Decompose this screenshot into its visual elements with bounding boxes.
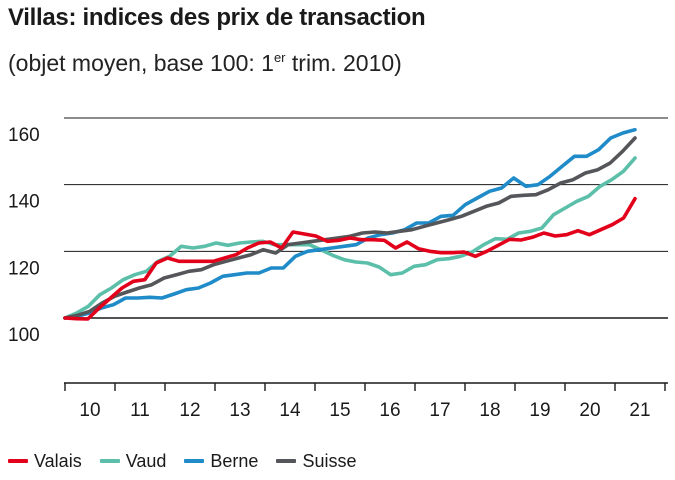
legend-swatch	[99, 459, 120, 463]
subtitle-superscript: er	[273, 50, 286, 65]
x-tick-label: 14	[279, 400, 301, 421]
legend-item-vaud: Vaud	[99, 450, 167, 472]
legend-item-valais: Valais	[8, 451, 82, 472]
legend-swatch	[276, 459, 297, 463]
legend-label: Valais	[34, 450, 82, 471]
legend-swatch	[8, 459, 28, 463]
legend-swatch	[184, 459, 205, 463]
y-tick-label: 140	[8, 192, 40, 213]
y-tick-label: 160	[8, 125, 40, 146]
x-tick-label: 20	[579, 400, 600, 421]
line-chart: 100 120 140 160 10 11 12 13 14 15 16 17 18 19 20 21	[8, 117, 668, 421]
legend-item-suisse: Suisse	[276, 451, 356, 472]
chart-title: Villas: indices des prix de transaction	[8, 4, 426, 31]
x-tick-label: 21	[629, 400, 650, 421]
x-tick-label: 19	[529, 400, 550, 421]
series-line-berne	[63, 127, 637, 320]
x-tick-label: 16	[379, 400, 400, 421]
y-tick-label: 100	[8, 325, 40, 346]
series-line-valais	[63, 196, 637, 321]
subtitle-start: (objet moyen, base 100: 1	[8, 50, 274, 76]
x-tick-label: 12	[179, 400, 200, 421]
legend-item-berne: Berne	[184, 451, 258, 472]
legend-label: Berne	[210, 450, 259, 471]
x-tick-label: 15	[329, 400, 350, 421]
chart-subtitle: (objet moyen, base 100: 1er trim. 2010)	[8, 50, 402, 77]
series-line-suisse	[63, 136, 637, 320]
subtitle-end: trim. 2010)	[285, 50, 402, 76]
legend: Valais Vaud Berne Suisse	[8, 448, 356, 474]
x-tick-label: 13	[229, 400, 250, 421]
x-tick-label: 11	[130, 400, 150, 421]
legend-label: Vaud	[125, 450, 167, 471]
legend-label: Suisse	[302, 450, 357, 471]
x-tick-label: 10	[79, 400, 100, 421]
x-tick-label: 18	[479, 400, 500, 421]
x-tick-label: 17	[429, 400, 450, 421]
y-tick-label: 120	[8, 258, 40, 279]
